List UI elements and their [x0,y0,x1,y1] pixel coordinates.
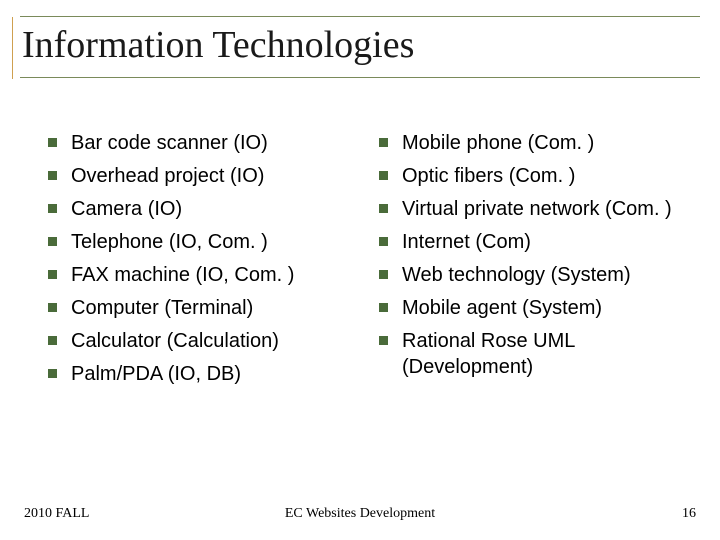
list-item: FAX machine (IO, Com. ) [48,262,359,288]
list-item-text: Internet (Com) [402,229,531,255]
list-item-text: Computer (Terminal) [71,295,253,321]
square-bullet-icon [379,270,388,279]
title-block: Information Technologies [20,16,700,78]
list-item: Internet (Com) [379,229,690,255]
list-item: Optic fibers (Com. ) [379,163,690,189]
list-item: Overhead project (IO) [48,163,359,189]
slide: Information Technologies Bar code scanne… [0,0,720,540]
square-bullet-icon [379,237,388,246]
list-item-text: Camera (IO) [71,196,182,222]
list-item-text: FAX machine (IO, Com. ) [71,262,294,288]
square-bullet-icon [48,336,57,345]
footer-center: EC Websites Development [285,506,435,522]
footer-right: 16 [682,506,696,522]
list-item-text: Telephone (IO, Com. ) [71,229,268,255]
list-item: Camera (IO) [48,196,359,222]
list-item-text: Overhead project (IO) [71,163,264,189]
square-bullet-icon [379,138,388,147]
square-bullet-icon [379,204,388,213]
list-item-text: Rational Rose UML (Development) [402,328,690,380]
left-column: Bar code scanner (IO) Overhead project (I… [48,130,369,394]
list-item: Computer (Terminal) [48,295,359,321]
list-item: Bar code scanner (IO) [48,130,359,156]
square-bullet-icon [48,171,57,180]
list-item: Mobile agent (System) [379,295,690,321]
list-item-text: Mobile agent (System) [402,295,602,321]
right-column: Mobile phone (Com. ) Optic fibers (Com. )… [369,130,690,394]
square-bullet-icon [48,237,57,246]
list-item-text: Web technology (System) [402,262,631,288]
title-left-accent [12,17,13,79]
list-item-text: Palm/PDA (IO, DB) [71,361,241,387]
square-bullet-icon [48,138,57,147]
list-item: Mobile phone (Com. ) [379,130,690,156]
list-item: Calculator (Calculation) [48,328,359,354]
list-item-text: Virtual private network (Com. ) [402,196,672,222]
list-item: Virtual private network (Com. ) [379,196,690,222]
list-item: Web technology (System) [379,262,690,288]
title-top-rule [20,16,700,17]
footer-left: 2010 FALL [24,506,89,522]
title-bottom-rule [20,77,700,78]
list-item-text: Mobile phone (Com. ) [402,130,594,156]
square-bullet-icon [48,270,57,279]
list-item: Telephone (IO, Com. ) [48,229,359,255]
content-area: Bar code scanner (IO) Overhead project (I… [48,130,690,394]
list-item: Palm/PDA (IO, DB) [48,361,359,387]
list-item-text: Bar code scanner (IO) [71,130,268,156]
square-bullet-icon [48,369,57,378]
footer: 2010 FALL EC Websites Development 16 [24,506,696,522]
list-item-text: Optic fibers (Com. ) [402,163,575,189]
square-bullet-icon [48,204,57,213]
square-bullet-icon [379,171,388,180]
slide-title: Information Technologies [20,23,700,67]
square-bullet-icon [48,303,57,312]
list-item: Rational Rose UML (Development) [379,328,690,380]
square-bullet-icon [379,303,388,312]
list-item-text: Calculator (Calculation) [71,328,279,354]
square-bullet-icon [379,336,388,345]
